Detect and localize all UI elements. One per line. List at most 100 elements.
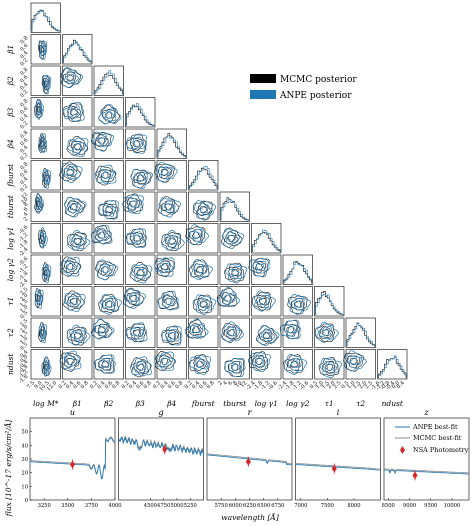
corner-ytick-3-3: 0.8	[19, 98, 29, 108]
corner-cell-11-5	[188, 349, 219, 380]
corner-cell-11-10	[343, 349, 376, 380]
corner-xtick-6-2: 6	[227, 380, 234, 387]
corner-xtick-9-3: 2.0	[326, 380, 336, 390]
corner-ylabel-4: β4	[6, 139, 15, 149]
spectrum-line-i-1	[295, 464, 381, 471]
photometry-point-i	[331, 464, 337, 473]
spectrum-xtick-i-1: 7500	[321, 503, 334, 509]
corner-xlabel-7: log γ1	[255, 399, 278, 408]
corner-xtick-2-2: 0.6	[104, 380, 114, 390]
photometry-point-u	[70, 460, 75, 469]
corner-cell-9-5	[188, 286, 219, 317]
spectrum-line-g-1	[118, 436, 204, 457]
corner-xlabel-5: fburst	[191, 399, 216, 408]
corner-ytick-11-4: 0.0	[19, 354, 29, 364]
corner-xtick-1-3: 0.8	[80, 380, 90, 390]
corner-cell-7-4	[156, 223, 187, 254]
corner-cell-10-2	[90, 317, 124, 348]
corner-xtick-11-3: -0.4	[385, 380, 397, 392]
corner-ytick-4-0: 0.2	[19, 152, 29, 162]
corner-cell-8-4	[154, 254, 187, 285]
corner-xtick-6-1: 4	[222, 380, 229, 387]
corner-cell-9-6	[216, 286, 250, 317]
spectrum-xtick-i-2: 8000	[347, 503, 360, 509]
corner-ytick-5-3: 0.8	[19, 161, 29, 171]
corner-cell-0-0	[30, 2, 61, 33]
corner-cell-7-0	[30, 223, 61, 254]
corner-xtick-6-0: 2	[217, 380, 224, 387]
corner-ytick-7-2: -1.2	[18, 232, 29, 243]
corner-ytick-1-2: 0.6	[19, 43, 29, 53]
spectrum-xlabel: wavelength [Å]	[221, 513, 279, 522]
corner-ytick-7-0: -2.4	[18, 246, 30, 258]
spectrum-ytick-1: 10	[21, 484, 28, 490]
corner-cell-9-4	[156, 286, 187, 317]
corner-plot	[30, 2, 408, 380]
corner-cell-8-5	[188, 254, 219, 285]
spectrum-line-i-0	[295, 463, 381, 470]
legend-marker-nsa	[400, 446, 405, 454]
corner-cell-11-1	[59, 349, 93, 380]
corner-xtick-10-3: 2.0	[358, 380, 368, 390]
corner-xtick-4-3: 0.8	[174, 380, 184, 390]
photometry-point-g	[162, 445, 168, 454]
corner-ytick-10-0: 0.5	[19, 342, 29, 352]
corner-ylabel-8: log γ2	[6, 258, 15, 282]
corner-xtick-8-1: -1.8	[284, 380, 295, 391]
corner-xtick-10-0: 0.5	[340, 380, 350, 390]
corner-xtick-11-0: -1.6	[370, 380, 381, 391]
spectrum-xtick-u-0: 3250	[38, 503, 51, 509]
band-title-i: i	[337, 408, 340, 417]
corner-xtick-0-1: 9.0	[33, 380, 43, 390]
corner-ytick-6-2: 6	[23, 206, 30, 213]
corner-cell-5-5	[188, 160, 219, 191]
corner-ytick-6-1: 4	[23, 211, 30, 218]
corner-xlabel-10: τ2	[356, 399, 365, 408]
corner-xlabel-2: β2	[103, 399, 113, 408]
corner-ytick-2-1: 0.4	[19, 81, 30, 92]
spectrum-legend: ANPE best-fit MCMC best-fit NSA Photomet…	[395, 423, 469, 454]
corner-ytick-3-1: 0.4	[19, 113, 30, 124]
corner-xtick-7-3: -0.6	[267, 380, 278, 391]
corner-ytick-1-1: 0.4	[19, 50, 30, 61]
corner-cell-8-8	[282, 254, 313, 285]
corner-ytick-9-4: 2.5	[19, 287, 29, 297]
corner-ylabel-3: β3	[6, 107, 15, 117]
corner-xtick-8-0: -2.4	[277, 380, 289, 392]
corner-cell-4-1	[62, 128, 93, 159]
spectrum-xtick-i-0: 7000	[294, 503, 307, 509]
corner-cell-1-0	[30, 34, 61, 65]
corner-cell-11-6	[219, 349, 250, 380]
corner-ytick-5-0: 0.2	[19, 183, 29, 193]
corner-xtick-10-2: 1.5	[352, 380, 362, 390]
corner-cell-10-0	[30, 317, 61, 348]
photometry-point-r	[245, 457, 251, 466]
corner-cell-8-2	[93, 254, 124, 285]
corner-xtick-9-1: 1.0	[315, 380, 325, 390]
corner-xtick-1-1: 0.4	[65, 380, 76, 391]
corner-cell-11-0	[30, 349, 61, 380]
corner-ytick-9-1: 1.0	[19, 304, 29, 314]
spectrum-xtick-z-0: 8500	[382, 503, 395, 509]
corner-xtick-3-1: 0.4	[128, 380, 139, 391]
spectrum-ytick-2: 20	[21, 471, 28, 477]
corner-xtick-4-0: 0.2	[152, 380, 162, 390]
spectrum-xtick-r-1: 6000	[229, 503, 242, 509]
corner-cell-5-3	[125, 160, 156, 191]
corner-cell-11-3	[125, 349, 156, 380]
corner-xtick-1-0: 0.2	[58, 380, 68, 390]
corner-cell-8-0	[30, 254, 61, 285]
spectrum-xtick-z-1: 9000	[403, 503, 416, 509]
corner-cell-2-2	[93, 65, 124, 96]
corner-cell-2-0	[30, 65, 61, 96]
corner-ylabel-6: tburst	[6, 194, 15, 218]
band-title-g: g	[158, 408, 163, 417]
corner-xtick-5-0: 0.2	[184, 380, 194, 390]
corner-xtick-3-3: 0.8	[143, 380, 153, 390]
corner-cell-9-0	[30, 286, 61, 317]
corner-cell-7-6	[219, 223, 250, 254]
corner-cell-5-1	[59, 160, 93, 191]
corner-cell-11-9	[314, 349, 345, 380]
